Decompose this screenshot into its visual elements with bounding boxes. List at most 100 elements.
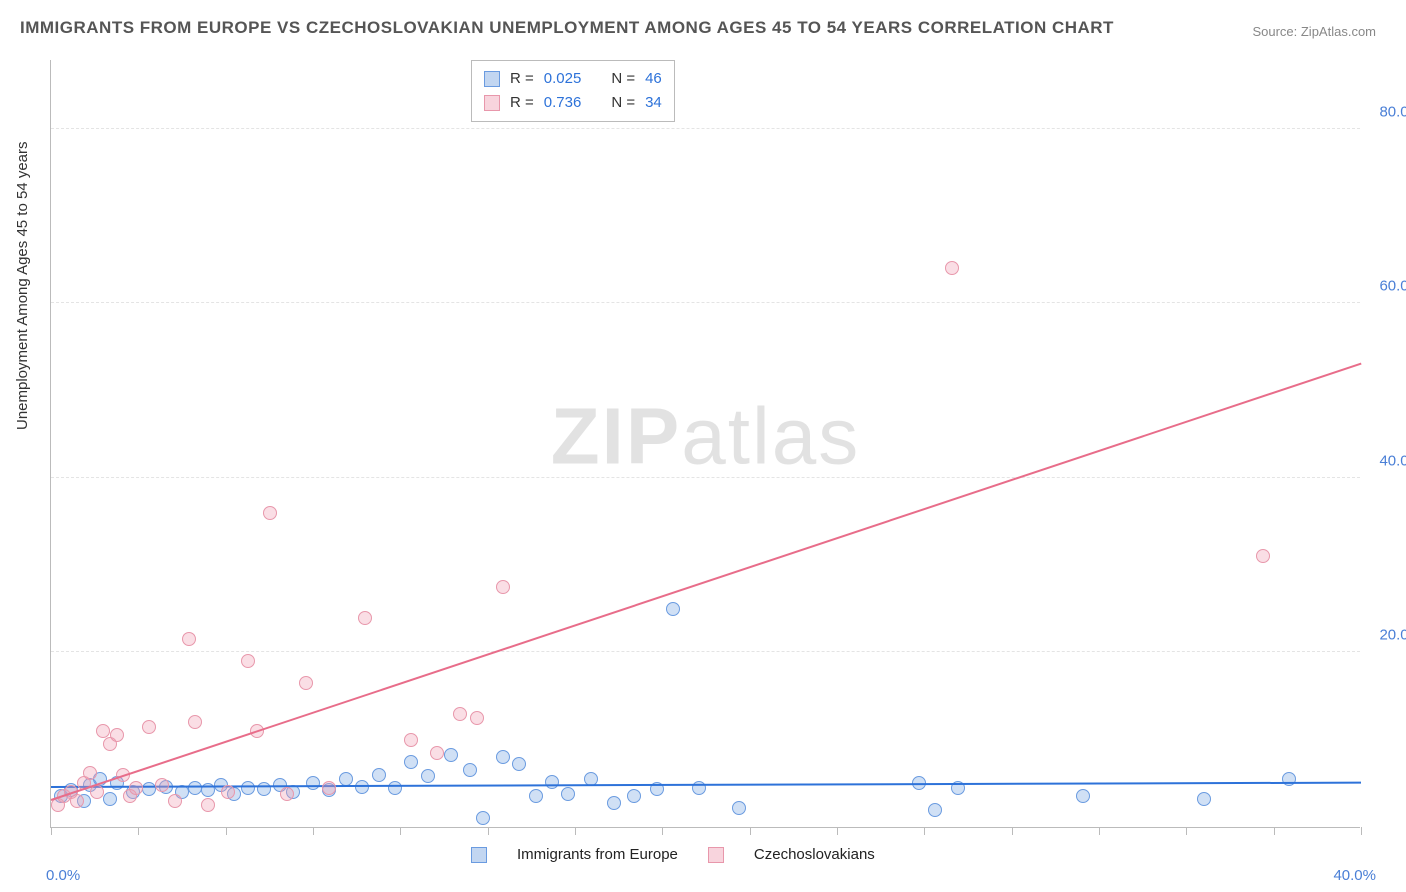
data-point — [168, 794, 182, 808]
data-point — [444, 748, 458, 762]
data-point — [512, 757, 526, 771]
data-point — [928, 803, 942, 817]
data-point — [463, 763, 477, 777]
data-point — [241, 781, 255, 795]
data-point — [607, 796, 621, 810]
data-point — [339, 772, 353, 786]
data-point — [470, 711, 484, 725]
data-point — [306, 776, 320, 790]
data-point — [96, 724, 110, 738]
x-tick — [400, 827, 401, 835]
x-tick — [837, 827, 838, 835]
data-point — [322, 781, 336, 795]
data-point — [945, 261, 959, 275]
data-point — [496, 750, 510, 764]
x-tick — [1012, 827, 1013, 835]
data-point — [496, 580, 510, 594]
x-tick — [1361, 827, 1362, 835]
stat-n-value: 34 — [645, 91, 662, 115]
data-point — [529, 789, 543, 803]
y-tick-label: 20.0% — [1379, 627, 1406, 644]
y-axis-label: Unemployment Among Ages 45 to 54 years — [14, 141, 31, 430]
watermark-bold: ZIP — [551, 391, 681, 480]
data-point — [155, 778, 169, 792]
gridline — [51, 651, 1360, 652]
x-max-label: 40.0% — [1333, 867, 1376, 884]
data-point — [404, 755, 418, 769]
stat-n-label: N = — [611, 67, 635, 91]
x-origin-label: 0.0% — [46, 867, 80, 884]
legend-label: Immigrants from Europe — [517, 846, 678, 863]
watermark: ZIPatlas — [551, 390, 860, 482]
stat-r-value: 0.736 — [544, 91, 582, 115]
data-point — [129, 781, 143, 795]
data-point — [453, 707, 467, 721]
data-point — [627, 789, 641, 803]
x-tick — [924, 827, 925, 835]
legend-bottom: Immigrants from Europe Czechoslovakians — [471, 846, 875, 863]
y-tick-label: 60.0% — [1379, 278, 1406, 295]
data-point — [545, 775, 559, 789]
source-label: Source: ZipAtlas.com — [1252, 24, 1376, 39]
x-tick — [1186, 827, 1187, 835]
plot-area: ZIPatlas R = 0.025 N = 46 R = 0.736 N = … — [50, 60, 1360, 828]
data-point — [263, 506, 277, 520]
data-point — [201, 798, 215, 812]
x-tick — [51, 827, 52, 835]
data-point — [561, 787, 575, 801]
gridline — [51, 477, 1360, 478]
x-tick — [313, 827, 314, 835]
data-point — [1197, 792, 1211, 806]
x-tick — [1099, 827, 1100, 835]
data-point — [388, 781, 402, 795]
data-point — [476, 811, 490, 825]
data-point — [83, 766, 97, 780]
stat-n-label: N = — [611, 91, 635, 115]
stat-r-value: 0.025 — [544, 67, 582, 91]
y-tick-label: 40.0% — [1379, 452, 1406, 469]
data-point — [1256, 549, 1270, 563]
data-point — [110, 728, 124, 742]
data-point — [421, 769, 435, 783]
watermark-rest: atlas — [681, 391, 860, 480]
swatch-blue-icon — [471, 847, 487, 863]
x-tick — [750, 827, 751, 835]
data-point — [280, 787, 294, 801]
gridline — [51, 302, 1360, 303]
data-point — [103, 792, 117, 806]
x-tick — [138, 827, 139, 835]
x-tick — [662, 827, 663, 835]
data-point — [221, 785, 235, 799]
swatch-pink-icon — [708, 847, 724, 863]
data-point — [358, 611, 372, 625]
gridline — [51, 128, 1360, 129]
legend-stats: R = 0.025 N = 46 R = 0.736 N = 34 — [471, 60, 675, 122]
x-tick — [488, 827, 489, 835]
data-point — [142, 720, 156, 734]
data-point — [299, 676, 313, 690]
data-point — [404, 733, 418, 747]
legend-label: Czechoslovakians — [754, 846, 875, 863]
swatch-blue-icon — [484, 71, 500, 87]
trend-line — [51, 363, 1362, 801]
chart-title: IMMIGRANTS FROM EUROPE VS CZECHOSLOVAKIA… — [20, 18, 1114, 38]
swatch-pink-icon — [484, 95, 500, 111]
data-point — [70, 794, 84, 808]
legend-stat-row: R = 0.736 N = 34 — [484, 91, 662, 115]
y-tick-label: 80.0% — [1379, 103, 1406, 120]
legend-stat-row: R = 0.025 N = 46 — [484, 67, 662, 91]
stat-r-label: R = — [510, 67, 534, 91]
data-point — [1076, 789, 1090, 803]
data-point — [666, 602, 680, 616]
data-point — [182, 632, 196, 646]
x-tick — [1274, 827, 1275, 835]
data-point — [142, 782, 156, 796]
data-point — [188, 715, 202, 729]
data-point — [188, 781, 202, 795]
data-point — [241, 654, 255, 668]
data-point — [430, 746, 444, 760]
x-tick — [575, 827, 576, 835]
data-point — [732, 801, 746, 815]
stat-n-value: 46 — [645, 67, 662, 91]
data-point — [372, 768, 386, 782]
